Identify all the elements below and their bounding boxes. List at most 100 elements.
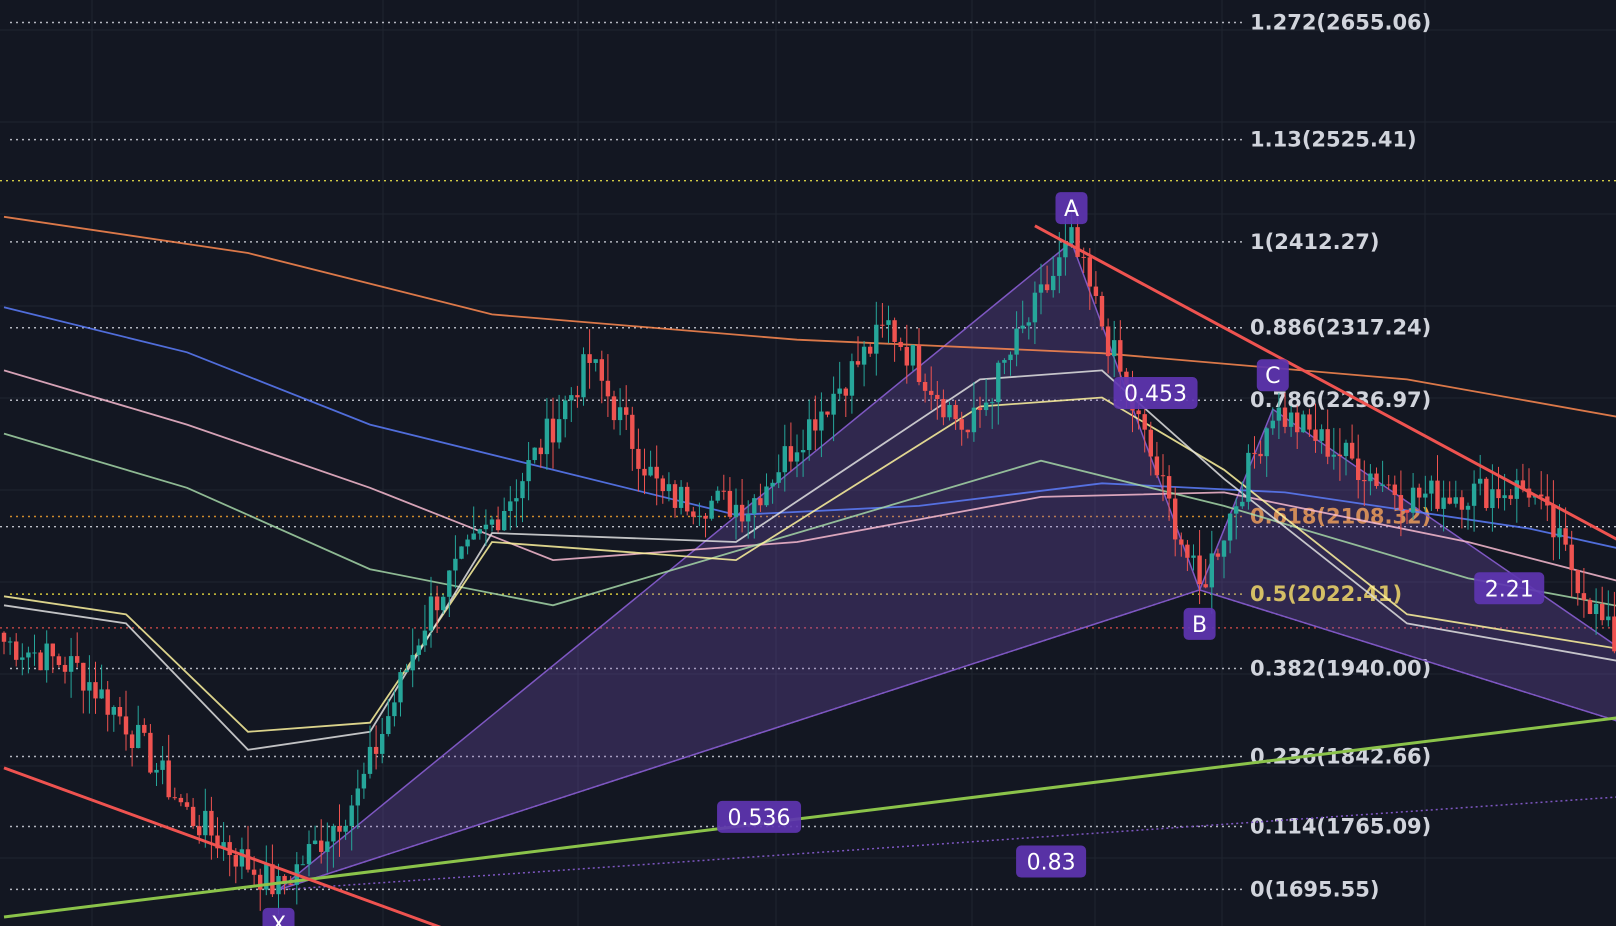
candle-body: [916, 344, 922, 382]
candle-body: [532, 447, 537, 461]
candle-body: [874, 324, 879, 354]
candle-body: [983, 402, 989, 411]
candle-body: [691, 511, 696, 517]
candle-body: [441, 596, 446, 611]
candle-body: [953, 404, 958, 420]
candle-body: [447, 570, 452, 597]
candle-body: [129, 734, 135, 749]
candle-body: [148, 732, 153, 773]
candle-body: [1441, 497, 1446, 509]
candle-body: [465, 539, 470, 547]
candle-body: [1069, 227, 1074, 243]
candle-body: [282, 875, 287, 884]
candle-body: [990, 402, 995, 404]
candle-body: [1093, 286, 1099, 296]
candle-body: [666, 484, 672, 492]
candle-body: [81, 662, 86, 691]
candle-body: [776, 472, 781, 483]
candle-body: [733, 504, 739, 517]
candle-body: [1258, 453, 1263, 457]
candle-body: [1154, 456, 1160, 476]
pattern-point-label-box: [1256, 359, 1289, 392]
candle-body: [331, 825, 336, 842]
candle-body: [514, 498, 519, 502]
pattern-dotted-leg: [278, 589, 1200, 891]
candle-body: [1246, 452, 1251, 502]
candle-body: [1410, 487, 1416, 513]
candle-body: [520, 481, 525, 499]
candle-body: [373, 746, 379, 754]
candle-body: [1569, 544, 1574, 571]
candle-body: [678, 486, 684, 508]
candle-body: [1490, 489, 1495, 509]
candle-body: [1374, 473, 1379, 486]
candle-body: [1581, 593, 1587, 600]
candle-body: [727, 490, 733, 517]
candle-body: [245, 849, 251, 870]
candle-body: [306, 844, 312, 865]
fib-level-label: 0.114(1765.09): [1250, 815, 1431, 839]
candle-body: [233, 855, 238, 867]
candle-body: [1264, 428, 1269, 457]
candle-body: [648, 466, 653, 476]
candle-body: [1356, 458, 1361, 481]
candle-body: [184, 802, 190, 807]
candle-body: [1227, 513, 1233, 541]
candle-body: [1252, 452, 1257, 454]
candle-body: [1325, 429, 1330, 457]
candle-body: [1593, 603, 1599, 614]
candle-body: [258, 874, 263, 890]
candle-body: [642, 468, 647, 476]
fib-level-label: 1.272(2655.06): [1250, 11, 1431, 35]
candle-body: [1008, 354, 1013, 361]
candle-body: [1453, 497, 1458, 504]
candle-body: [1343, 442, 1349, 457]
candle-body: [111, 706, 116, 715]
candle-body: [1032, 292, 1038, 323]
candle-body: [575, 395, 580, 398]
pattern-point-label: X: [271, 913, 286, 926]
candle-body: [38, 652, 43, 671]
candle-body: [581, 354, 586, 398]
candle-body: [788, 446, 794, 462]
candle-body: [1301, 414, 1306, 433]
candle-body: [416, 645, 421, 655]
candle-body: [221, 842, 226, 849]
candle-body: [563, 400, 568, 420]
candle-body: [1136, 410, 1141, 415]
candle-body: [807, 419, 812, 451]
candle-body: [495, 519, 501, 531]
candle-body: [380, 733, 385, 754]
candle-body: [1142, 414, 1147, 430]
candle-body: [721, 490, 726, 492]
candle-body: [1429, 480, 1434, 494]
candle-body: [660, 478, 665, 492]
moving-average-line: [3, 369, 1616, 751]
candle-body: [172, 797, 177, 799]
candle-body: [782, 446, 787, 473]
candle-body: [1282, 407, 1288, 427]
candle-body: [715, 490, 720, 501]
candle-body: [1276, 407, 1282, 421]
candle-body: [251, 869, 257, 875]
candle-body: [886, 320, 891, 325]
candle-body: [349, 805, 354, 826]
candle-body: [1191, 555, 1196, 558]
candle-body: [1508, 495, 1513, 499]
candle-body: [587, 354, 592, 363]
candle-body: [75, 656, 80, 663]
candle-body: [605, 380, 611, 397]
candle-body: [502, 510, 507, 531]
candle-body: [197, 826, 202, 836]
candle-body: [1398, 495, 1404, 510]
candle-body: [1435, 480, 1440, 509]
candle-body: [1075, 227, 1080, 257]
pattern-ratio-label-box: [1474, 572, 1545, 605]
candle-body: [965, 429, 970, 433]
candle-body: [1557, 528, 1562, 538]
candle-body: [831, 393, 836, 415]
candle-body: [483, 524, 489, 530]
candle-body: [593, 359, 598, 363]
candle-body: [386, 716, 391, 734]
pattern-point-label: A: [1064, 197, 1079, 222]
